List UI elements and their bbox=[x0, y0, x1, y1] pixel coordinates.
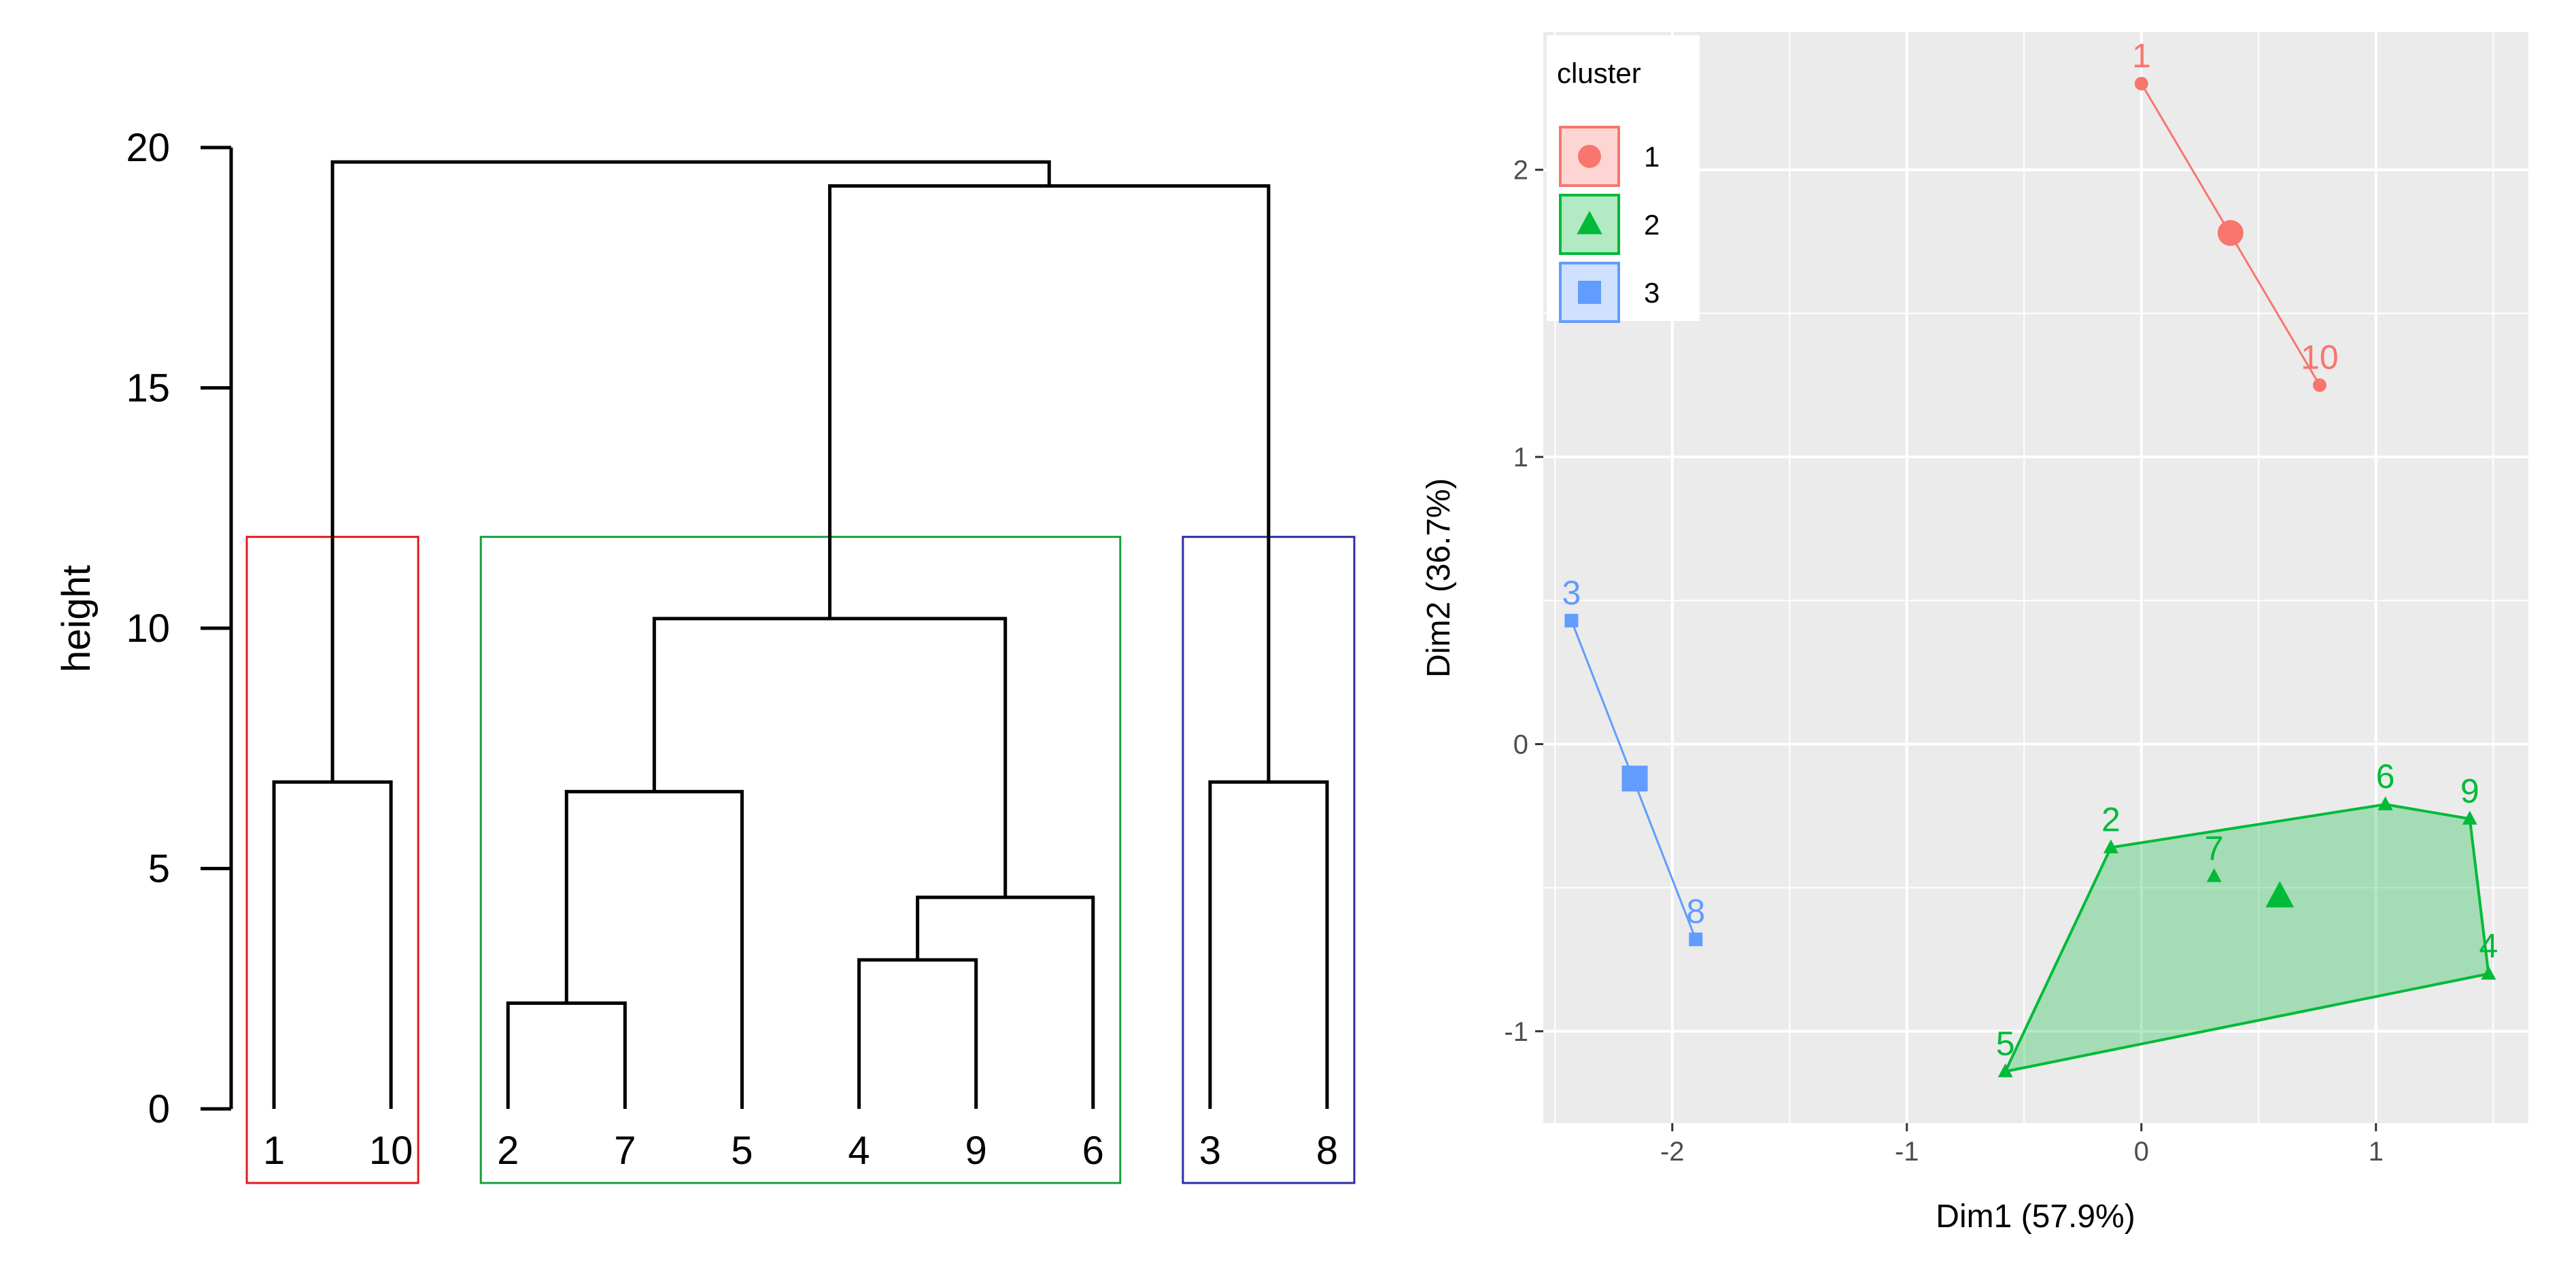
x-tick-label: -1 bbox=[1895, 1137, 1919, 1167]
dendrogram-leaf-label: 9 bbox=[965, 1129, 987, 1173]
legend-title: cluster bbox=[1557, 57, 1641, 89]
legend-entry-label: 3 bbox=[1644, 277, 1660, 309]
cluster-2-centroid bbox=[2265, 880, 2295, 908]
point-marker bbox=[1997, 1063, 2013, 1078]
point-label: 4 bbox=[2479, 927, 2498, 965]
cluster-2-box bbox=[479, 536, 1122, 1184]
y-tick-label: -1 bbox=[1504, 1017, 1528, 1047]
point-label: 10 bbox=[2301, 339, 2339, 377]
legend-background bbox=[1547, 35, 1700, 321]
y-tick-label: 2 bbox=[1513, 156, 1528, 186]
point-marker bbox=[2103, 839, 2118, 854]
dendrogram: 0 5 10 15 20 height 1 10 2 7 5 4 9 6 3 8 bbox=[54, 126, 1356, 1184]
y-tick-label: 1 bbox=[1513, 443, 1528, 473]
point-marker bbox=[2206, 868, 2222, 882]
dendrogram-link bbox=[564, 789, 744, 1109]
point-label: 5 bbox=[1996, 1025, 2015, 1063]
point-label: 9 bbox=[2460, 772, 2479, 810]
dendrogram-y-ticks: 0 5 10 15 20 bbox=[126, 126, 231, 1131]
cluster-3-layer: 38 bbox=[1562, 574, 1705, 946]
dendrogram-leaf-labels: 1 10 2 7 5 4 9 6 3 8 bbox=[263, 1129, 1338, 1173]
dendrogram-link bbox=[652, 617, 1008, 897]
dendrogram-link bbox=[272, 780, 393, 1109]
cluster-boxes bbox=[245, 536, 1356, 1184]
point-label: 6 bbox=[2376, 757, 2395, 795]
dendrogram-link bbox=[506, 1001, 627, 1109]
point-marker bbox=[2481, 965, 2496, 980]
legend-entry-3: 3 bbox=[1559, 262, 1660, 323]
cluster-2-hull bbox=[2003, 803, 2490, 1074]
point-label: 8 bbox=[1686, 893, 1705, 931]
dendrogram-link bbox=[330, 160, 1051, 783]
point-marker bbox=[2377, 796, 2393, 810]
dendrogram-y-tick-label: 15 bbox=[126, 366, 170, 411]
point-label: 2 bbox=[2101, 801, 2120, 839]
point-label: 3 bbox=[1562, 574, 1581, 612]
point-label: 1 bbox=[2132, 37, 2151, 75]
plot-panel-background bbox=[1543, 32, 2528, 1123]
x-axis-title: Dim1 (57.9%) bbox=[1936, 1199, 2135, 1235]
point-marker bbox=[1564, 613, 1579, 628]
dendrogram-y-axis-title: height bbox=[54, 565, 99, 672]
point-marker bbox=[2312, 378, 2326, 392]
dendrogram-leaf-label: 10 bbox=[369, 1129, 413, 1173]
y-tick-label: 0 bbox=[1513, 730, 1528, 759]
dendrogram-leaf-label: 8 bbox=[1316, 1129, 1338, 1173]
plot-gridlines bbox=[1543, 32, 2528, 1123]
cluster-3-centroid bbox=[1621, 766, 1648, 792]
y-axis-title: Dim2 (36.7%) bbox=[1421, 478, 1457, 677]
dendrogram-link bbox=[828, 184, 1271, 783]
dendrogram-links bbox=[272, 160, 1329, 1109]
legend-entry-label: 2 bbox=[1644, 209, 1660, 241]
cluster-2-layer: 2 7 6 9 4 5 bbox=[1996, 757, 2498, 1078]
dendrogram-y-tick-label: 5 bbox=[148, 847, 170, 891]
legend-entries: 1 2 3 bbox=[1559, 126, 1660, 323]
x-tick-label: -2 bbox=[1660, 1137, 1685, 1167]
point-marker bbox=[2134, 77, 2148, 91]
dendrogram-leaf-label: 7 bbox=[614, 1129, 636, 1173]
dendrogram-leaf-label: 4 bbox=[848, 1129, 870, 1173]
dendrogram-leaf-label: 1 bbox=[263, 1129, 285, 1173]
legend-entry-2: 2 bbox=[1559, 194, 1660, 255]
dendrogram-y-tick-label: 10 bbox=[126, 606, 170, 651]
dendrogram-link bbox=[1208, 780, 1329, 1109]
cluster-1-centroid bbox=[2217, 220, 2244, 246]
dendrogram-leaf-label: 6 bbox=[1082, 1129, 1104, 1173]
x-tick-label: 1 bbox=[2369, 1137, 2384, 1167]
dendrogram-leaf-label: 3 bbox=[1199, 1129, 1221, 1173]
plot-axis-ticks: -2 -1 0 1 -1 0 1 2 bbox=[1504, 156, 2383, 1167]
dendrogram-leaf-label: 2 bbox=[497, 1129, 519, 1173]
legend-entry-1: 1 bbox=[1559, 126, 1660, 187]
legend-key bbox=[1559, 194, 1620, 255]
cluster-1-layer: 1 10 bbox=[2132, 37, 2339, 392]
dendrogram-y-tick-label: 0 bbox=[148, 1087, 170, 1131]
dendrogram-y-tick-label: 20 bbox=[126, 126, 170, 170]
x-tick-label: 0 bbox=[2134, 1137, 2149, 1167]
dendrogram-link bbox=[916, 895, 1095, 1109]
point-label: 7 bbox=[2205, 829, 2224, 868]
point-marker bbox=[2462, 810, 2477, 825]
dendrogram-leaf-label: 5 bbox=[731, 1129, 753, 1173]
point-marker bbox=[1689, 932, 1703, 946]
legend-key-symbol bbox=[1577, 210, 1602, 235]
legend-key-symbol bbox=[1578, 281, 1601, 304]
dendrogram-link bbox=[857, 958, 978, 1109]
legend: cluster 1 2 3 bbox=[1547, 35, 1700, 323]
legend-entry-label: 1 bbox=[1644, 141, 1660, 173]
legend-key-symbol bbox=[1578, 145, 1601, 168]
